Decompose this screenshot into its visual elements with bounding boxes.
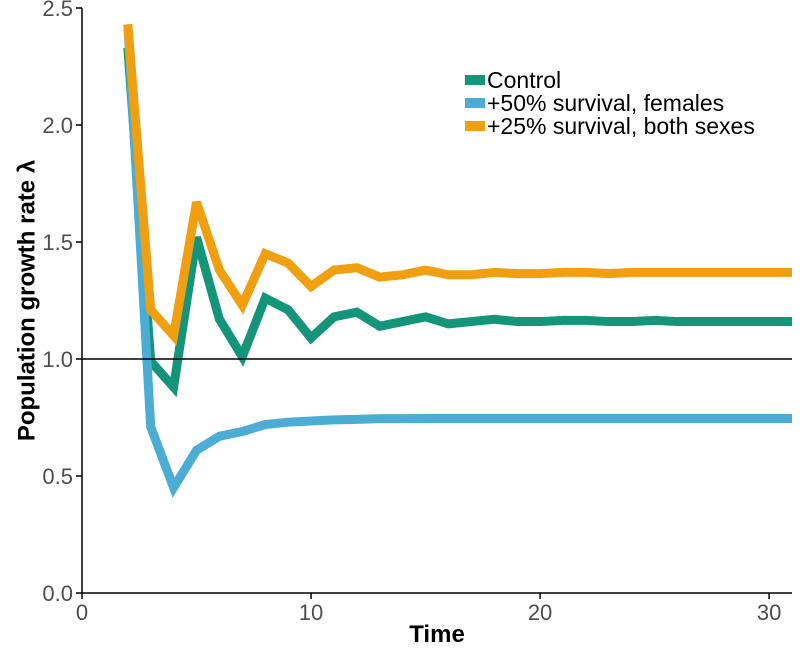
y-tick-label: 1.5 [42, 230, 73, 255]
y-tick-label: 2.5 [42, 0, 73, 21]
legend-swatch [465, 121, 485, 131]
series-layer [123, 24, 792, 498]
x-tick-label: 30 [757, 600, 781, 625]
legend-label: +25% survival, both sexes [487, 113, 755, 139]
y-tick-label: 0.0 [42, 581, 73, 606]
y-tick-label: 2.0 [42, 113, 73, 138]
legend-swatch [465, 98, 485, 108]
y-axis-title: Population growth rate λ [13, 160, 40, 441]
legend-swatch [465, 75, 485, 85]
y-tick-label: 1.0 [42, 347, 73, 372]
y-tick-label: 0.5 [42, 464, 73, 489]
legend-label: Control [487, 67, 561, 93]
x-axis-ticks: 0 10 20 30 [76, 593, 781, 625]
series-line-1 [123, 47, 792, 398]
x-tick-label: 20 [528, 600, 552, 625]
x-axis-title: Time [409, 621, 465, 648]
series-line-3 [123, 24, 792, 346]
y-axis-ticks: 0.0 0.5 1.0 1.5 2.0 2.5 [42, 0, 82, 606]
legend: Control+50% survival, females+25% surviv… [465, 67, 755, 139]
x-tick-label: 10 [299, 600, 323, 625]
legend-label: +50% survival, females [487, 90, 724, 116]
series-line-2 [123, 24, 792, 498]
x-tick-label: 0 [76, 600, 88, 625]
